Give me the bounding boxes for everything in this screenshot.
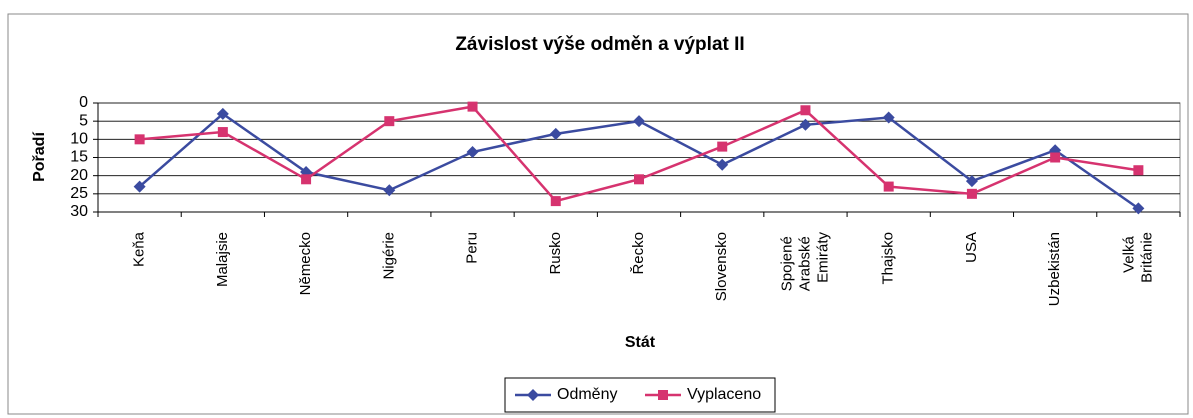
marker — [716, 158, 729, 171]
marker — [549, 127, 562, 140]
marker — [800, 105, 811, 116]
chart-title: Závislost výše odměn a výplat II — [455, 34, 744, 55]
marker — [384, 116, 395, 127]
y-tick-label: 10 — [70, 131, 88, 148]
x-tick-label: Velká Británie — [1120, 232, 1155, 283]
x-tick-label: Peru — [464, 232, 481, 264]
marker — [550, 196, 561, 207]
legend-label: Vyplaceno — [687, 386, 761, 403]
marker — [217, 127, 228, 138]
x-tick-label: Rusko — [547, 232, 564, 275]
x-tick-label: USA — [963, 232, 980, 263]
marker — [1133, 165, 1144, 176]
legend-label: Odměny — [557, 386, 617, 403]
marker — [799, 118, 812, 131]
marker — [965, 175, 978, 188]
y-tick-label: 5 — [79, 112, 88, 129]
y-axis-label: Pořadí — [31, 132, 48, 182]
marker — [383, 184, 396, 197]
y-tick-label: 15 — [70, 149, 88, 166]
marker — [1050, 152, 1061, 163]
x-tick-label: Německo — [297, 232, 314, 295]
x-tick-label: Spojené Arabské Emiráty — [778, 232, 831, 292]
x-tick-label: Thajsko — [880, 232, 897, 285]
x-tick-label: Keňa — [131, 231, 148, 267]
x-tick-label: Nigérie — [380, 232, 397, 280]
marker — [134, 134, 145, 145]
marker — [658, 390, 668, 400]
marker — [883, 181, 894, 192]
marker — [301, 174, 312, 185]
marker — [1132, 202, 1145, 215]
marker — [133, 180, 146, 193]
marker — [966, 188, 977, 199]
marker — [216, 107, 229, 120]
y-tick-label: 25 — [70, 185, 88, 202]
marker — [634, 174, 644, 185]
marker — [527, 389, 539, 401]
y-tick-label: 20 — [70, 167, 88, 184]
x-tick-label: Uzbekistán — [1046, 232, 1063, 306]
x-tick-label: Malajsie — [214, 232, 231, 287]
x-tick-label: Slovensko — [713, 232, 730, 301]
chart-border — [7, 13, 1189, 415]
x-axis-label: Stát — [625, 334, 656, 351]
marker — [466, 146, 479, 159]
marker — [633, 115, 645, 128]
y-tick-label: 30 — [70, 203, 88, 220]
marker — [717, 141, 728, 152]
x-tick-label: Řecko — [630, 232, 647, 275]
y-tick-label: 0 — [79, 94, 88, 111]
marker — [467, 101, 478, 112]
marker — [882, 111, 895, 124]
